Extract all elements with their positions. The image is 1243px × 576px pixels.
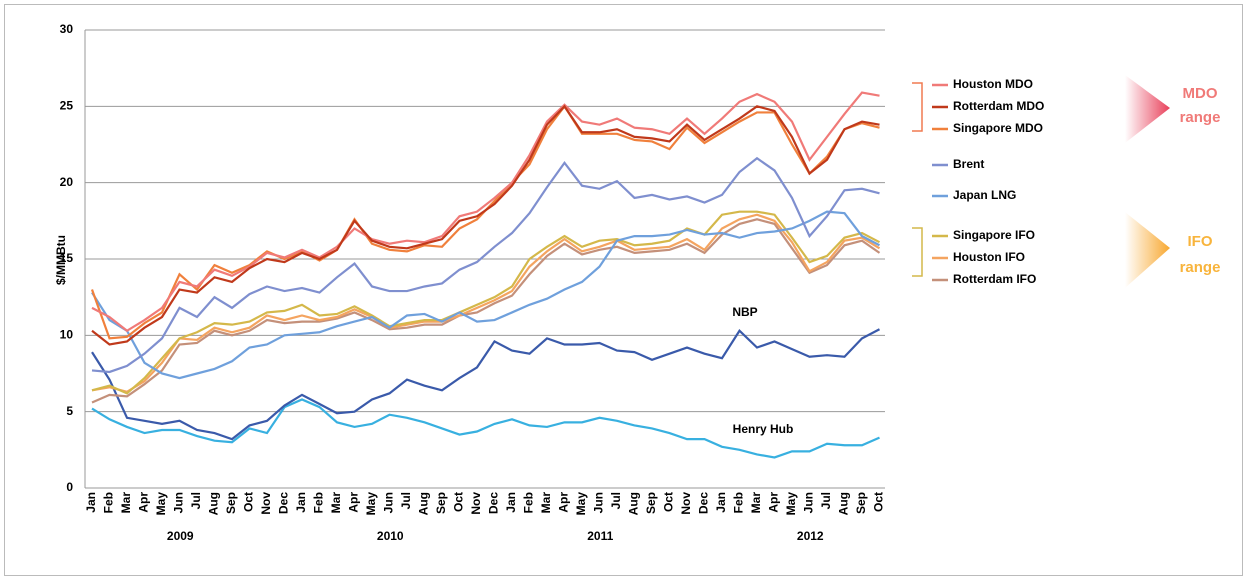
x-tick-label: Nov	[679, 492, 693, 515]
x-tick-label: May	[364, 492, 378, 516]
series-annotation: NBP	[732, 305, 757, 319]
legend-label: Rotterdam IFO	[953, 272, 1036, 286]
x-tick-label: Sep	[434, 492, 448, 514]
x-tick-label: Apr	[767, 492, 781, 513]
x-tick-label: Jan	[504, 492, 518, 513]
x-tick-label: Oct	[872, 492, 886, 512]
x-tick-label: Apr	[557, 492, 571, 513]
x-tick-label: Jul	[399, 492, 413, 509]
x-tick-label: Oct	[662, 492, 676, 512]
range-label: range	[1180, 109, 1221, 126]
x-tick-label: Feb	[312, 492, 326, 513]
x-tick-label: Jun	[802, 492, 816, 513]
x-tick-label: Sep	[854, 492, 868, 514]
x-tick-label: Oct	[452, 492, 466, 512]
series-annotation: Henry Hub	[733, 422, 794, 436]
x-tick-label: Dec	[487, 492, 501, 514]
x-tick-label: Dec	[697, 492, 711, 514]
range-label: MDO	[1183, 85, 1218, 102]
year-label: 2011	[587, 529, 613, 543]
legend-label: Brent	[953, 157, 984, 171]
x-tick-label: Nov	[259, 492, 273, 515]
x-tick-label: Sep	[224, 492, 238, 514]
x-tick-label: Jan	[294, 492, 308, 513]
y-tick-label: 0	[66, 480, 73, 494]
y-tick-label: 25	[60, 99, 74, 113]
series-line	[91, 398, 880, 459]
x-tick-label: Mar	[749, 492, 763, 514]
x-tick-label: Mar	[119, 492, 133, 514]
y-tick-label: 10	[60, 328, 74, 342]
x-tick-label: Apr	[137, 492, 151, 513]
x-tick-label: Feb	[102, 492, 116, 513]
x-tick-label: May	[574, 492, 588, 516]
x-tick-label: Aug	[207, 492, 221, 515]
x-tick-label: Apr	[347, 492, 361, 513]
legend-label: Japan LNG	[953, 188, 1016, 202]
x-tick-label: Aug	[837, 492, 851, 515]
series-line	[91, 156, 880, 374]
x-tick-label: Jul	[189, 492, 203, 509]
y-axis-label: $/MMBtu	[54, 235, 68, 285]
x-tick-label: Mar	[329, 492, 343, 514]
range-label: IFO	[1188, 233, 1213, 250]
y-tick-label: 30	[60, 22, 74, 36]
series-line	[91, 210, 881, 380]
x-tick-label: Jan	[84, 492, 98, 513]
arrow	[1125, 212, 1170, 288]
x-tick-label: Aug	[627, 492, 641, 515]
x-tick-label: Jan	[714, 492, 728, 513]
x-tick-label: Aug	[417, 492, 431, 515]
legend-label: Houston IFO	[953, 250, 1025, 264]
legend-label: Singapore MDO	[953, 121, 1043, 135]
series-line	[91, 104, 880, 346]
x-tick-label: Jun	[172, 492, 186, 513]
bracket	[912, 227, 923, 277]
series-line	[91, 218, 881, 404]
x-tick-label: Mar	[539, 492, 553, 514]
x-tick-label: Jun	[382, 492, 396, 513]
x-tick-label: Jun	[592, 492, 606, 513]
x-tick-label: Jul	[819, 492, 833, 509]
year-label: 2010	[377, 529, 404, 543]
series-line	[91, 210, 881, 395]
x-tick-label: Feb	[732, 492, 746, 513]
x-tick-label: Dec	[277, 492, 291, 514]
x-tick-label: May	[784, 492, 798, 516]
legend-label: Rotterdam MDO	[953, 99, 1044, 113]
y-tick-label: 20	[60, 175, 74, 189]
x-tick-label: Feb	[522, 492, 536, 513]
y-tick-label: 15	[60, 251, 74, 265]
series-line	[91, 328, 881, 441]
x-tick-label: Nov	[469, 492, 483, 515]
range-label: range	[1180, 259, 1221, 276]
year-label: 2009	[167, 529, 194, 543]
x-tick-label: Oct	[242, 492, 256, 512]
series-line	[91, 91, 880, 333]
x-tick-label: Jul	[609, 492, 623, 509]
frame	[4, 4, 1243, 576]
year-label: 2012	[797, 529, 824, 543]
x-tick-label: May	[154, 492, 168, 516]
bracket	[912, 82, 923, 132]
y-tick-label: 5	[66, 404, 73, 418]
legend-label: Singapore IFO	[953, 228, 1035, 242]
series-line	[91, 213, 881, 394]
x-tick-label: Sep	[644, 492, 658, 514]
arrow	[1125, 75, 1170, 143]
legend-label: Houston MDO	[953, 77, 1033, 91]
